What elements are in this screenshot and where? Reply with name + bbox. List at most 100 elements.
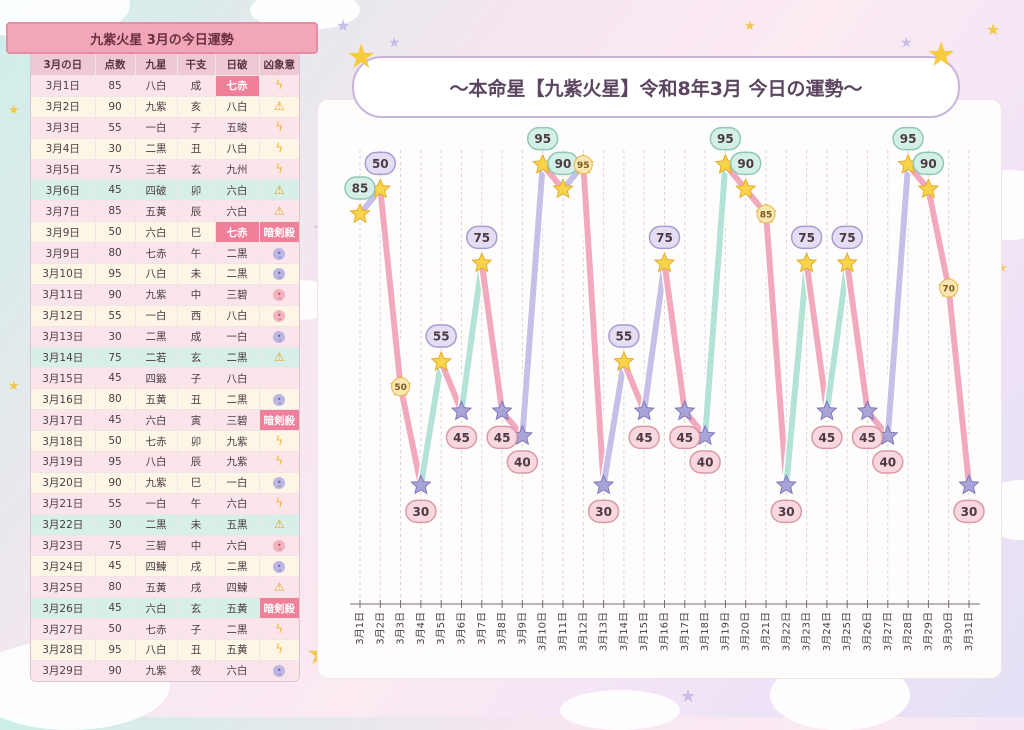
cell-nippa: 二黒 — [214, 347, 259, 369]
cell-nippa: 七赤 — [214, 75, 259, 97]
cell-nippa: 七赤 — [214, 221, 259, 244]
cell-omen: ⚠ — [258, 347, 299, 369]
data-point-star — [613, 350, 635, 372]
cell-eto: 丑 — [176, 639, 215, 661]
cell-score: 55 — [94, 493, 135, 515]
series-line — [600, 359, 627, 489]
data-point-star — [917, 178, 940, 199]
cell-eto: 玄 — [176, 347, 215, 369]
data-label: 45 — [859, 431, 876, 445]
cell-eto: 卯 — [176, 430, 215, 453]
cell-star: 五黄 — [134, 576, 177, 599]
data-label-bubble — [364, 151, 397, 176]
star-icon: ★ — [680, 686, 697, 707]
cell-omen: ϟ — [258, 430, 299, 453]
data-point-star — [552, 178, 574, 199]
table-row: 3月15日 45 四鍛子八白 — [31, 367, 299, 390]
table-row: 3月13日 30 二黒成一白 •͈ — [31, 326, 299, 348]
cell-star: 二黒 — [134, 326, 177, 348]
sad-face-icon: •͈ — [273, 310, 286, 323]
table-row: 3月18日 50 七赤卯九紫 ϟ — [31, 430, 299, 453]
cell-star: 五黄 — [134, 388, 177, 411]
x-tick-label: 3月2日 — [374, 612, 386, 645]
cell-score: 95 — [94, 263, 135, 285]
cell-eto: 未 — [176, 263, 215, 285]
cell-star: 三若 — [134, 159, 177, 181]
data-label: 75 — [656, 231, 673, 245]
table-body: 3月1日 85 八白成七赤 ϟ 3月2日 90 九紫亥八白 ⚠ 3月3日 55 一白子五晙 ϟ 3月4日… — [31, 75, 299, 681]
data-label-bubble — [466, 225, 498, 250]
cell-star: 七赤 — [134, 242, 177, 265]
cell-score: 90 — [94, 472, 135, 494]
data-label: 40 — [697, 456, 714, 470]
cell-omen: 暗剣殺 — [258, 221, 299, 244]
fortune-table: 3月の日 点数 九星 干支 日破 凶象意 3月1日 85 八白成七赤 ϟ 3月2日 90 九紫亥八白 ⚠… — [31, 53, 299, 681]
x-tick-label: 3月23日 — [801, 612, 813, 651]
cell-omen: •͈ — [258, 242, 299, 265]
cell-eto: 成 — [176, 326, 215, 348]
cell-nippa: 五晙 — [214, 117, 259, 139]
cell-star: 一白 — [134, 305, 177, 327]
cell-score: 85 — [94, 200, 135, 223]
x-tick-label: 3月5日 — [435, 612, 447, 645]
data-label-bubble — [526, 126, 559, 151]
cell-star: 四鰊 — [134, 555, 177, 578]
data-label: 45 — [676, 431, 693, 445]
star-icon: ★ — [8, 103, 20, 118]
table-row: 3月29日 90 九紫夜六白 •͈ — [31, 660, 299, 681]
table-header-cell: 点数 — [94, 53, 135, 76]
cell-nippa: 一白 — [214, 472, 259, 494]
sad-face-icon: •͈ — [273, 331, 286, 344]
data-label-bubble — [669, 425, 701, 450]
x-tick-label: 3月22日 — [780, 612, 792, 651]
lightning-icon: ϟ — [275, 642, 284, 657]
lightning-icon: ϟ — [275, 162, 284, 176]
cell-eto: 辰 — [176, 200, 215, 223]
lightning-icon: ϟ — [275, 120, 284, 135]
cell-omen: •͈ — [258, 284, 299, 306]
table-row: 3月4日 30 二黒丑八白 ϟ — [31, 138, 299, 160]
cell-score: 50 — [94, 430, 135, 453]
data-label: 90 — [555, 157, 572, 171]
lightning-icon: ϟ — [275, 454, 284, 469]
series-line — [377, 186, 404, 390]
table-row: 3月19日 95 八白辰九紫 ϟ — [31, 451, 299, 473]
data-label-bubble — [608, 324, 640, 348]
x-tick-label: 3月9日 — [516, 612, 528, 645]
cell-omen: •͈ — [258, 326, 299, 348]
cell-day: 3月11日 — [31, 284, 95, 306]
cell-day: 3月12日 — [31, 305, 95, 327]
table-row: 3月12日 55 一白西八白 •͈ — [31, 305, 299, 327]
data-label-inline-bg — [573, 155, 593, 175]
data-label: 55 — [616, 330, 633, 344]
cell-day: 3月10日 — [31, 263, 95, 285]
cell-omen: ⚠ — [258, 179, 299, 202]
series-line — [702, 161, 729, 439]
cell-eto: 中 — [176, 535, 215, 557]
star-icon: ★ — [346, 37, 377, 77]
data-point-star — [775, 474, 797, 495]
star-icon: ★ — [926, 35, 957, 75]
cell-nippa: 九州 — [214, 159, 259, 181]
data-label: 95 — [900, 132, 917, 146]
table-row: 3月1日 85 八白成七赤 ϟ — [31, 75, 299, 97]
cell-day: 3月6日 — [31, 179, 95, 202]
cell-score: 80 — [94, 576, 135, 599]
data-label: 50 — [372, 157, 389, 171]
cell-eto: 玄 — [176, 159, 215, 181]
series-line — [844, 260, 871, 415]
table-header-cell: 干支 — [176, 53, 215, 76]
cell-omen: ϟ — [258, 159, 299, 181]
cell-omen: ϟ — [258, 618, 299, 641]
cell-nippa: 九紫 — [214, 451, 259, 473]
data-label-inline-bg — [939, 278, 959, 298]
table-row: 3月3日 55 一白子五晙 ϟ — [31, 117, 299, 139]
cell-eto: 巳 — [176, 221, 215, 244]
cell-star: 九紫 — [134, 96, 177, 118]
cell-nippa: 三碧 — [214, 284, 259, 306]
data-label-inline: 50 — [394, 383, 407, 393]
cell-eto: 中 — [176, 284, 215, 306]
data-label-bubble — [953, 499, 985, 524]
cell-omen: •͈ — [258, 472, 299, 494]
